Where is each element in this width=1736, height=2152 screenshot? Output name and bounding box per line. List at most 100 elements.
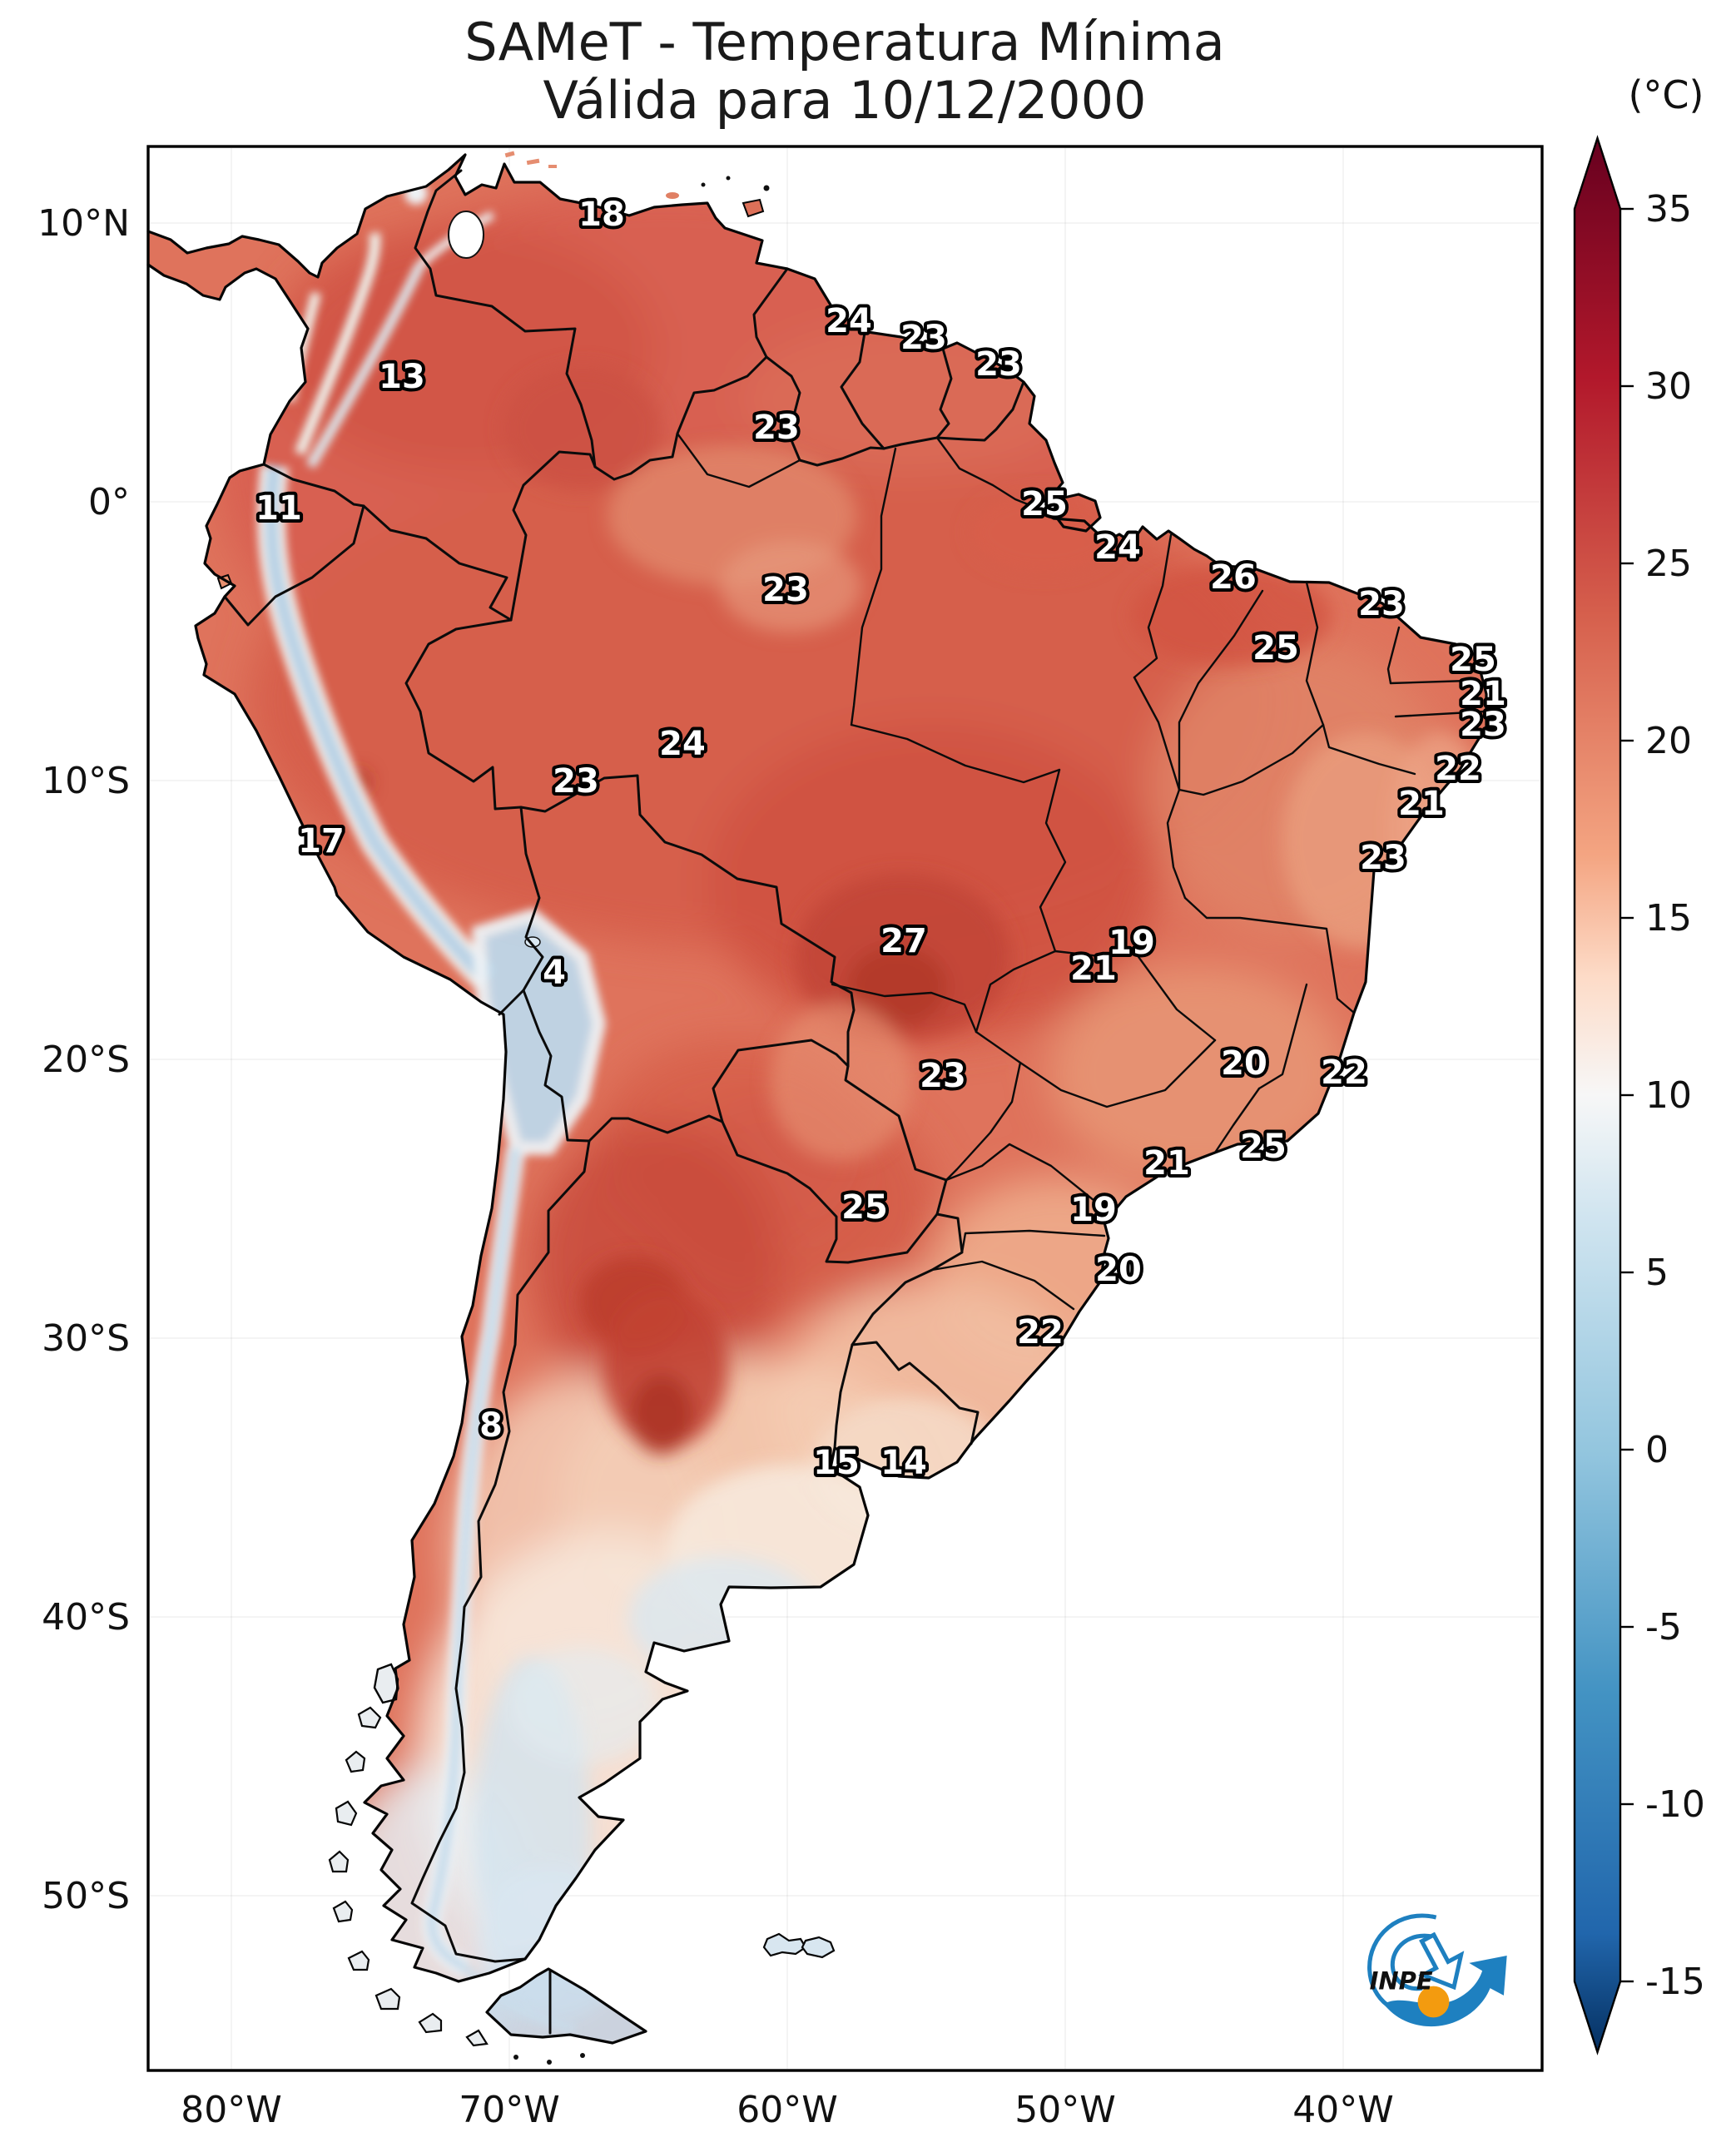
temperature-value-label: 23 — [920, 1057, 966, 1095]
islet-dot — [580, 2053, 585, 2058]
colorbar-tick-label: 25 — [1645, 543, 1692, 585]
falkland-west-island — [762, 1932, 807, 1957]
temperature-value-label: 20 — [1221, 1044, 1267, 1083]
temperature-value-label: 25 — [841, 1188, 888, 1227]
lake-maracaibo — [448, 211, 484, 259]
longitude-tick-label: 70°W — [459, 2089, 560, 2131]
islet-dot — [547, 2060, 552, 2065]
longitude-tick-label: 50°W — [1014, 2089, 1116, 2131]
colorbar-tick-label: 35 — [1645, 188, 1692, 231]
colorbar-tick-label: 15 — [1645, 897, 1692, 940]
temperature-value-label: 8 — [479, 1406, 503, 1445]
map-border — [146, 145, 1544, 2072]
aruba-island — [504, 151, 515, 158]
fjord-island — [465, 2029, 489, 2047]
falkland-east-island — [801, 1936, 836, 1959]
temperature-value-label: 23 — [762, 571, 809, 609]
tobago-island — [763, 185, 770, 191]
colorbar-tick-label: 0 — [1645, 1429, 1669, 1471]
latitude-tick-label: 20°S — [42, 1039, 130, 1081]
colorbar-tick-label: 10 — [1645, 1074, 1692, 1117]
fjord-island — [347, 1950, 370, 1971]
south-america-coast — [146, 153, 1488, 1983]
colorbar-tick-label: -5 — [1645, 1606, 1682, 1649]
longitude-tick-label: 40°W — [1292, 2089, 1394, 2131]
tierra-del-fuego-coast — [485, 1967, 647, 2045]
temperature-value-label: 23 — [1358, 585, 1405, 623]
country-borders — [223, 169, 1025, 2035]
temperature-value-label: 23 — [1360, 839, 1406, 877]
curacao-island — [526, 158, 540, 166]
temperature-value-label: 4 — [543, 954, 566, 992]
temperature-value-label: 21 — [1398, 785, 1445, 823]
fjord-island — [335, 1800, 358, 1827]
temperature-value-label: 21 — [1143, 1144, 1190, 1183]
temperature-value-label: 19 — [1109, 924, 1155, 962]
trinidad-island — [742, 198, 765, 218]
latitude-tick-label: 50°S — [42, 1875, 130, 1917]
logo-hollow-arrow-icon — [1418, 1931, 1465, 1991]
longitude-tick-label: 60°W — [737, 2089, 838, 2131]
temperature-value-label: 26 — [1210, 558, 1257, 597]
temperature-value-label: 20 — [1095, 1251, 1142, 1289]
small-island-dot — [726, 176, 731, 181]
temperature-value-label: 21 — [1460, 675, 1506, 713]
temperature-value-label: 18 — [578, 196, 625, 234]
coastlines — [146, 153, 1488, 2045]
temperature-value-label: 24 — [826, 302, 872, 340]
temperature-value-label: 24 — [659, 725, 706, 763]
logo-wordmark: INPE — [1370, 1966, 1433, 1995]
latitude-axis: 10°N 0° 10°S 20°S 30°S 40°S 50°S — [37, 202, 130, 1917]
islands — [216, 151, 836, 2065]
state-borders — [676, 432, 1486, 1311]
temperature-value-label: 25 — [1252, 629, 1299, 667]
colorbar-ticks: 35 30 25 20 15 10 5 0 -5 -10 -15 — [1620, 188, 1705, 2003]
temperature-value-label: 23 — [753, 409, 800, 447]
temperature-value-label: 23 — [900, 319, 947, 357]
temperature-value-label: 14 — [880, 1444, 927, 1482]
longitude-axis: 80°W 70°W 60°W 50°W 40°W — [181, 2089, 1394, 2131]
figure-title-line2: Válida para 10/12/2000 — [543, 70, 1147, 131]
fjord-island — [345, 1750, 366, 1773]
temperature-value-label: 19 — [1070, 1191, 1117, 1229]
latitude-tick-label: 10°N — [37, 202, 130, 245]
inpe-logo: INPE — [1367, 1913, 1507, 2027]
figure-title-line1: SAMeT - Temperatura Mínima — [464, 12, 1225, 72]
colorbar-bar — [1573, 135, 1622, 2055]
fjord-island — [332, 1900, 354, 1923]
colorbar-tick-label: 20 — [1645, 720, 1692, 762]
temperature-value-label: 23 — [553, 762, 599, 801]
temperature-value-label: 25 — [1240, 1128, 1287, 1166]
latitude-tick-label: 10°S — [42, 760, 130, 802]
logo-curved-arrow-icon — [1383, 1956, 1507, 2027]
latitude-tick-label: 40°S — [42, 1596, 130, 1639]
colorbar-tick-label: 30 — [1645, 365, 1692, 408]
temperature-value-label: 13 — [379, 358, 425, 396]
latitude-tick-label: 0° — [88, 481, 130, 523]
longitude-tick-label: 80°W — [181, 2089, 282, 2131]
fjord-island — [328, 1850, 350, 1873]
temperature-value-label: 22 — [1321, 1054, 1367, 1092]
temperature-value-label: 25 — [1450, 641, 1496, 679]
logo-orange-dot — [1417, 1986, 1450, 2018]
temperature-value-label: 23 — [975, 345, 1022, 384]
fjord-island — [357, 1706, 382, 1729]
temperature-value-label: 27 — [880, 922, 927, 960]
fjord-island — [374, 1987, 401, 2011]
marajo-island-coast — [1052, 493, 1102, 533]
logo-swirl-inner — [1390, 1933, 1435, 1991]
islet-dot — [513, 2055, 518, 2060]
colorbar-unit: (°C) — [1628, 72, 1704, 117]
colorbar: (°C) 35 30 25 20 15 10 5 0 -5 -10 -15 — [1573, 72, 1705, 2055]
fjord-island — [418, 2012, 443, 2034]
temperature-value-label: 25 — [1021, 485, 1068, 523]
colorbar-tick-label: 5 — [1645, 1252, 1669, 1294]
latitude-tick-label: 30°S — [42, 1317, 130, 1360]
temperature-value-label: 22 — [1435, 750, 1481, 788]
temperature-value-label: 22 — [1017, 1313, 1064, 1351]
margarita-island — [666, 192, 679, 199]
colorbar-tick-label: -15 — [1645, 1961, 1705, 2003]
